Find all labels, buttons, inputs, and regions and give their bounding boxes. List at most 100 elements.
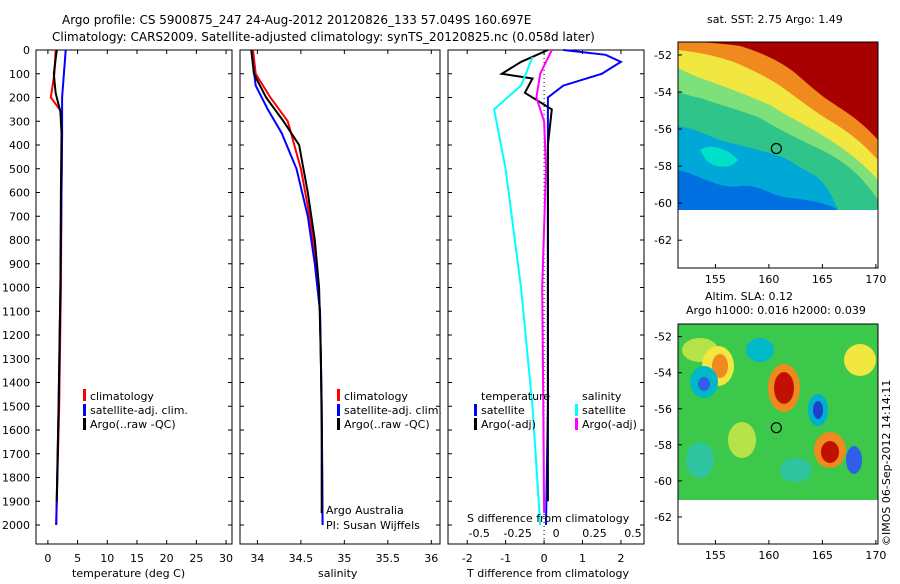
- y-tick-label: 600: [9, 187, 30, 200]
- legend-swatch-satellite: [337, 404, 340, 416]
- legend-swatch-t-argo: [474, 418, 477, 430]
- difference-xlabel: T difference from climatology: [466, 567, 629, 580]
- legend-swatch-t-satellite: [474, 404, 477, 416]
- y-tick-label: 1400: [2, 377, 30, 390]
- legend-label: climatology: [344, 390, 408, 403]
- y-tick-label: 1800: [2, 472, 30, 485]
- map-y-tick-label: -56: [654, 403, 672, 416]
- salinity-panel: [239, 49, 441, 545]
- map-x-tick-label: 155: [705, 273, 726, 286]
- difference-xlabel2: S difference from climatology: [467, 512, 630, 525]
- x-tick-label: 2: [617, 552, 624, 565]
- x-tick-label: 25: [189, 552, 203, 565]
- y-tick-label: 1300: [2, 353, 30, 366]
- map-y-tick-label: -62: [654, 511, 672, 524]
- map-y-tick-label: -54: [654, 86, 672, 99]
- sla-profile-marker: [770, 422, 782, 434]
- map-y-tick-label: -52: [654, 331, 672, 344]
- series-line: [535, 49, 553, 514]
- map-x-tick-label: 170: [865, 273, 886, 286]
- map-y-tick-label: -56: [654, 123, 672, 136]
- sla-heatmap-field: [678, 324, 878, 500]
- y-tick-label: 1600: [2, 424, 30, 437]
- y-tick-label: 800: [9, 234, 30, 247]
- map-x-tick-label: 165: [812, 273, 833, 286]
- map-y-tick-label: -60: [654, 197, 672, 210]
- legend-title-salinity: salinity: [582, 390, 622, 403]
- x-tick-label: 20: [160, 552, 174, 565]
- x2-tick-label: 0.25: [582, 527, 607, 540]
- sst-map-frame: [677, 41, 879, 269]
- legend-swatch-satellite: [83, 404, 86, 416]
- sst-heatmap-field: [678, 42, 878, 210]
- x-tick-label: 34.5: [289, 552, 314, 565]
- map-x-tick-label: 155: [705, 549, 726, 562]
- legend-title-temperature: temperature: [481, 390, 550, 403]
- salinity-xlabel: salinity: [318, 567, 358, 580]
- series-line: [252, 49, 324, 526]
- legend-swatch-s-satellite: [575, 404, 578, 416]
- map-y-tick-label: -52: [654, 49, 672, 62]
- sla-map: [677, 323, 879, 545]
- annotation-pi: PI: Susan Wijffels: [326, 519, 420, 532]
- legend-label: satellite-adj. clim.: [90, 404, 188, 417]
- salinity-legend: climatology satellite-adj. clim. Argo(..…: [326, 389, 442, 532]
- x2-tick-label: 0.5: [624, 527, 642, 540]
- y-tick-label: 1200: [2, 329, 30, 342]
- x2-tick-label: 0: [553, 527, 560, 540]
- legend-swatch-climatology: [337, 389, 340, 401]
- x-tick-label: 34: [250, 552, 264, 565]
- map-y-tick-label: -60: [654, 475, 672, 488]
- y-tick-label: 1700: [2, 448, 30, 461]
- y-tick-label: 1000: [2, 282, 30, 295]
- legend-label: satellite: [582, 404, 626, 417]
- legend-label: satellite-adj. clim.: [344, 404, 442, 417]
- title-line1: Argo profile: CS 5900875_247 24-Aug-2012…: [62, 13, 531, 27]
- x-tick-label: 36: [424, 552, 438, 565]
- difference-legend: temperature salinity satellite Argo(-adj…: [474, 390, 637, 431]
- y-tick-label: 1100: [2, 305, 30, 318]
- y-tick-label: 300: [9, 115, 30, 128]
- x-tick-label: 1: [579, 552, 586, 565]
- x-tick-label: 35: [337, 552, 351, 565]
- sst-profile-marker: [770, 142, 782, 155]
- map-y-tick-label: -54: [654, 367, 672, 380]
- y-tick-label: 700: [9, 210, 30, 223]
- map-y-tick-label: -58: [654, 160, 672, 173]
- y-tick-label: 200: [9, 92, 30, 105]
- x-tick-label: 30: [219, 552, 233, 565]
- x-tick-label: 10: [100, 552, 114, 565]
- map-x-tick-label: 165: [812, 549, 833, 562]
- series-line: [493, 56, 542, 526]
- legend-swatch-argo: [337, 418, 340, 430]
- legend-swatch-climatology: [83, 389, 86, 401]
- x-tick-label: 0: [541, 552, 548, 565]
- temperature-xlabel: temperature (deg C): [72, 567, 185, 580]
- legend-swatch-s-argo: [575, 418, 578, 430]
- x-tick-label: -1: [500, 552, 511, 565]
- map-x-tick-label: 160: [758, 549, 779, 562]
- x2-tick-label: -0.25: [503, 527, 531, 540]
- y-tick-label: 2000: [2, 519, 30, 532]
- sst-map: [677, 41, 879, 269]
- sst-map-title: sat. SST: 2.75 Argo: 1.49: [707, 13, 843, 26]
- y-tick-label: 900: [9, 258, 30, 271]
- y-tick-label: 0: [23, 44, 30, 57]
- map-y-tick-label: -58: [654, 439, 672, 452]
- map-x-tick-label: 170: [865, 549, 886, 562]
- legend-label: Argo(-adj): [582, 418, 637, 431]
- sla-map-frame: [677, 323, 879, 545]
- x2-tick-label: -0.5: [468, 527, 489, 540]
- legend-label: satellite: [481, 404, 525, 417]
- legend-label: Argo(..raw -QC): [344, 418, 430, 431]
- x-tick-label: 0: [44, 552, 51, 565]
- sla-map-subtitle: Argo h1000: 0.016 h2000: 0.039: [686, 304, 866, 317]
- x-tick-label: -2: [462, 552, 473, 565]
- map-x-tick-label: 160: [758, 273, 779, 286]
- legend-swatch-argo: [83, 418, 86, 430]
- y-tick-label: 500: [9, 163, 30, 176]
- y-tick-label: 1500: [2, 400, 30, 413]
- y-tick-label: 1900: [2, 495, 30, 508]
- x-tick-label: 15: [130, 552, 144, 565]
